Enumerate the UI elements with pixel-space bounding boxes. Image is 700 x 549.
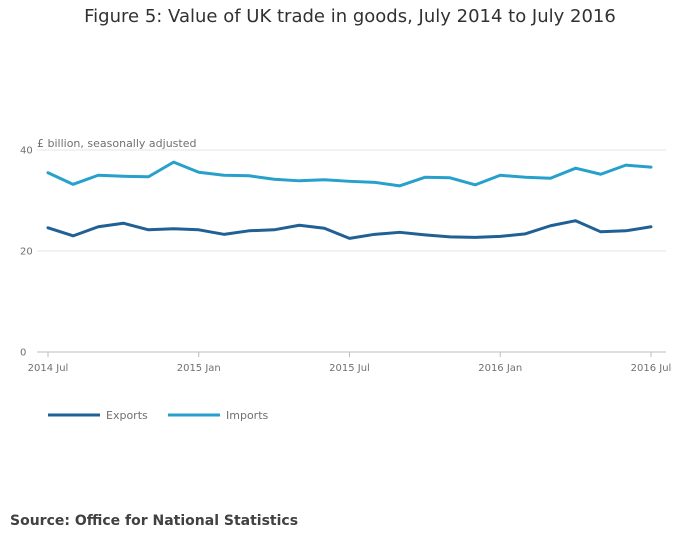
legend-label: Exports: [106, 409, 148, 422]
y-axis-label: £ billion, seasonally adjusted: [37, 137, 196, 150]
legend[interactable]: Exports Imports: [48, 409, 269, 422]
series-line-exports: [46, 219, 653, 240]
axes: 0 20 40 2014 Jul 2015 Jan 2015 Jul 2016 Jan 201…: [20, 146, 671, 375]
legend-label: Imports: [226, 409, 269, 422]
y-tick-label: 20: [20, 247, 33, 258]
y-tick-label: 40: [20, 146, 33, 157]
series-line-imports: [46, 160, 653, 188]
x-tick-label: 2014 Jul: [28, 363, 69, 374]
chart-title: Figure 5: Value of UK trade in goods, Ju…: [84, 6, 616, 27]
y-tick-label: 0: [20, 348, 26, 359]
legend-item-imports[interactable]: Imports: [168, 409, 269, 422]
legend-item-exports[interactable]: Exports: [48, 409, 148, 422]
gridlines: [37, 149, 666, 252]
x-tick-label: 2015 Jan: [177, 363, 221, 374]
x-tick-label: 2015 Jul: [329, 363, 370, 374]
series-group: [46, 160, 653, 240]
source-note: Source: Office for National Statistics: [10, 513, 299, 529]
x-tick-label: 2016 Jul: [631, 363, 672, 374]
x-tick-label: 2016 Jan: [478, 363, 522, 374]
